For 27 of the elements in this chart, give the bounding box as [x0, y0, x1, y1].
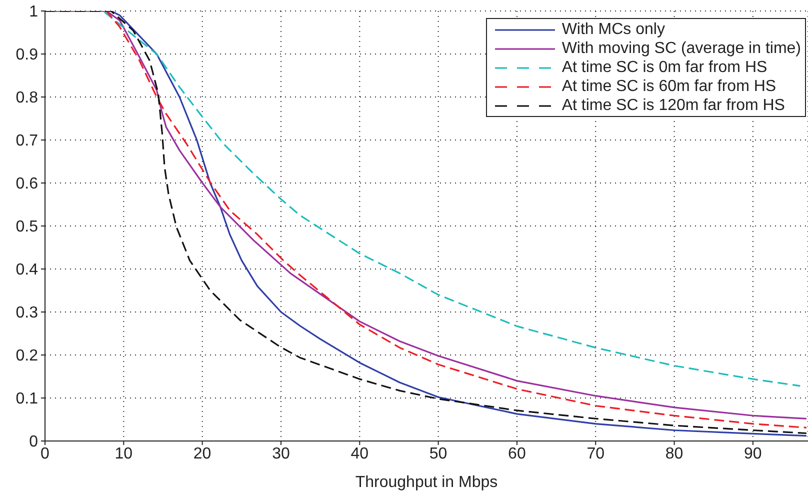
y-tick-label: 0.1	[16, 390, 38, 408]
y-tick-label: 0.2	[16, 348, 38, 365]
x-tick-label: 0	[40, 445, 50, 462]
y-tick-label: 0.5	[16, 218, 38, 236]
x-tick-label: 30	[272, 445, 290, 462]
x-tick-label: 80	[665, 445, 684, 462]
legend-label: With MCs only	[562, 20, 665, 39]
y-tick-label: 1	[29, 4, 38, 21]
y-tick-label: 0.3	[16, 304, 38, 322]
y-tick-label: 0.7	[16, 132, 38, 150]
y-tick-label: 0	[29, 434, 38, 451]
x-tick-label: 20	[193, 445, 212, 462]
legend-label: At time SC is 0m far from HS	[562, 58, 768, 77]
y-tick-label: 0.9	[16, 46, 38, 64]
y-tick-label: 0.4	[16, 262, 38, 279]
x-tick-label: 40	[350, 445, 369, 462]
legend-label: At time SC is 60m far from HS	[562, 77, 776, 96]
x-tick-label: 60	[508, 445, 526, 462]
x-tick-label: 10	[114, 445, 133, 462]
legend-label: At time SC is 120m far from HS	[562, 96, 785, 115]
y-tick-label: 0.6	[16, 176, 38, 193]
x-tick-label: 50	[429, 445, 448, 462]
legend-label: With moving SC (average in time)	[562, 39, 801, 58]
x-tick-label: 70	[586, 445, 605, 462]
x-tick-label: 90	[744, 445, 762, 462]
y-tick-label: 0.8	[16, 90, 38, 107]
x-axis-title: Throughput in Mbps	[355, 474, 498, 491]
